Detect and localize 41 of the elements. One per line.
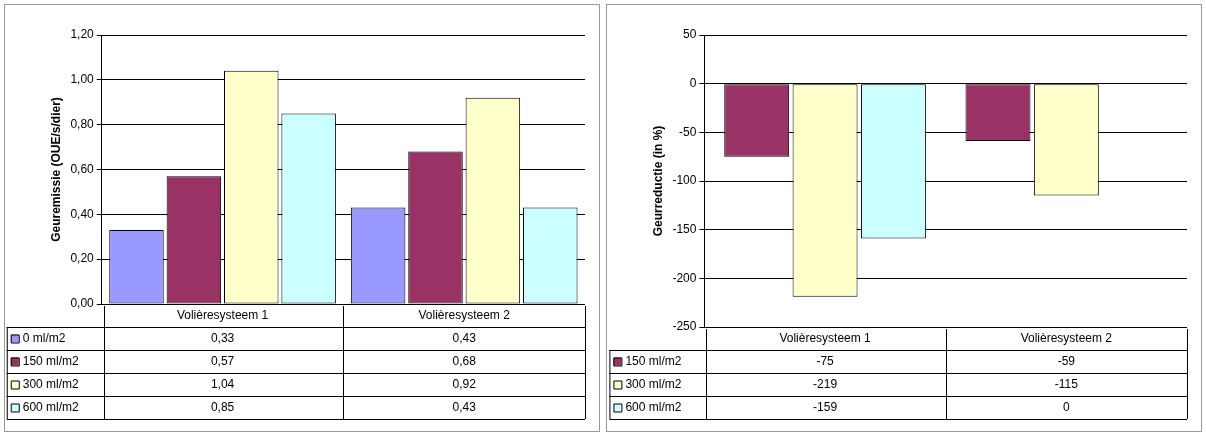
- y-tick-label: -150: [672, 221, 697, 236]
- y-axis-title: Geurreductie (in %): [650, 125, 665, 237]
- x-tick-label: Volièresysteem 1: [176, 307, 269, 322]
- y-tick-label: 0,80: [70, 116, 95, 131]
- legend-label: 600 ml/m2: [625, 399, 682, 414]
- y-tick-label: 0: [689, 75, 697, 90]
- y-tick-label: 0,60: [70, 161, 95, 176]
- x-tick-label: Volièresysteem 2: [418, 307, 511, 322]
- data-label: 0,43: [452, 330, 477, 345]
- y-tick-label: -100: [672, 173, 697, 188]
- data-label: 0,92: [452, 376, 477, 391]
- y-tick-label: 0,40: [70, 206, 95, 221]
- legend-label: 150 ml/m2: [625, 353, 682, 368]
- y-tick-label: -50: [679, 124, 697, 139]
- legend-label: 600 ml/m2: [22, 399, 80, 414]
- x-tick-label: Volièresysteem 1: [779, 330, 872, 345]
- data-label: -59: [1057, 353, 1076, 368]
- y-tick-label: 50: [683, 27, 697, 42]
- data-label: -219: [813, 376, 838, 391]
- legend-label: 300 ml/m2: [22, 376, 80, 391]
- y-tick-label: 0,00: [70, 296, 95, 311]
- y-axis-title: Geuremissie (OUE/s/dier): [48, 97, 63, 242]
- data-label: 0,57: [210, 353, 235, 368]
- data-label: 0,33: [210, 330, 235, 345]
- data-label: 1,04: [210, 376, 235, 391]
- data-label: 0,68: [452, 353, 477, 368]
- legend-label: 0 ml/m2: [22, 330, 66, 345]
- data-label: -75: [816, 353, 835, 368]
- data-label: 0: [1063, 399, 1071, 414]
- y-tick-label: 0,20: [70, 251, 95, 266]
- data-label: 0,43: [452, 399, 477, 414]
- data-label: -159: [813, 399, 838, 414]
- y-tick-label: -200: [672, 270, 697, 285]
- legend-label: 150 ml/m2: [22, 353, 80, 368]
- y-tick-label: 1,00: [70, 72, 95, 87]
- legend-label: 300 ml/m2: [625, 376, 682, 391]
- x-tick-label: Volièresysteem 2: [1020, 330, 1113, 345]
- data-label: 0,85: [210, 399, 235, 414]
- data-label: -115: [1054, 376, 1079, 391]
- y-tick-label: -250: [672, 319, 697, 334]
- y-tick-label: 1,20: [70, 27, 95, 42]
